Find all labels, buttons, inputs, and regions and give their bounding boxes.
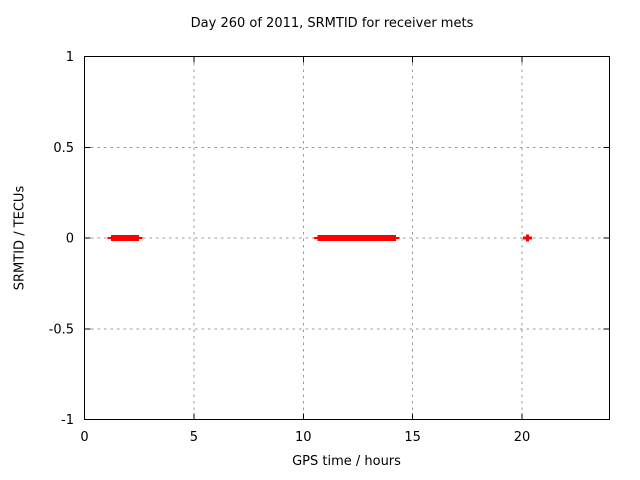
x-tick-label: 10	[295, 430, 312, 445]
y-tick-label: -0.5	[49, 322, 74, 337]
x-tick-label: 20	[514, 430, 531, 445]
data-cluster	[317, 235, 397, 241]
data-cluster	[110, 235, 140, 241]
y-tick-label: 0.5	[53, 141, 74, 156]
y-tick-label: 1	[66, 50, 74, 65]
y-tick-label: -1	[61, 413, 74, 428]
data-point-marker	[525, 234, 529, 242]
x-tick-label: 0	[80, 430, 88, 445]
chart-title: Day 260 of 2011, SRMTID for receiver met…	[190, 16, 474, 31]
y-tick-label: 0	[66, 232, 74, 247]
x-axis-label: GPS time / hours	[292, 454, 401, 469]
x-tick-label: 15	[404, 430, 421, 445]
x-tick-label: 5	[190, 430, 198, 445]
y-axis-label: SRMTID / TECUs	[12, 185, 28, 291]
